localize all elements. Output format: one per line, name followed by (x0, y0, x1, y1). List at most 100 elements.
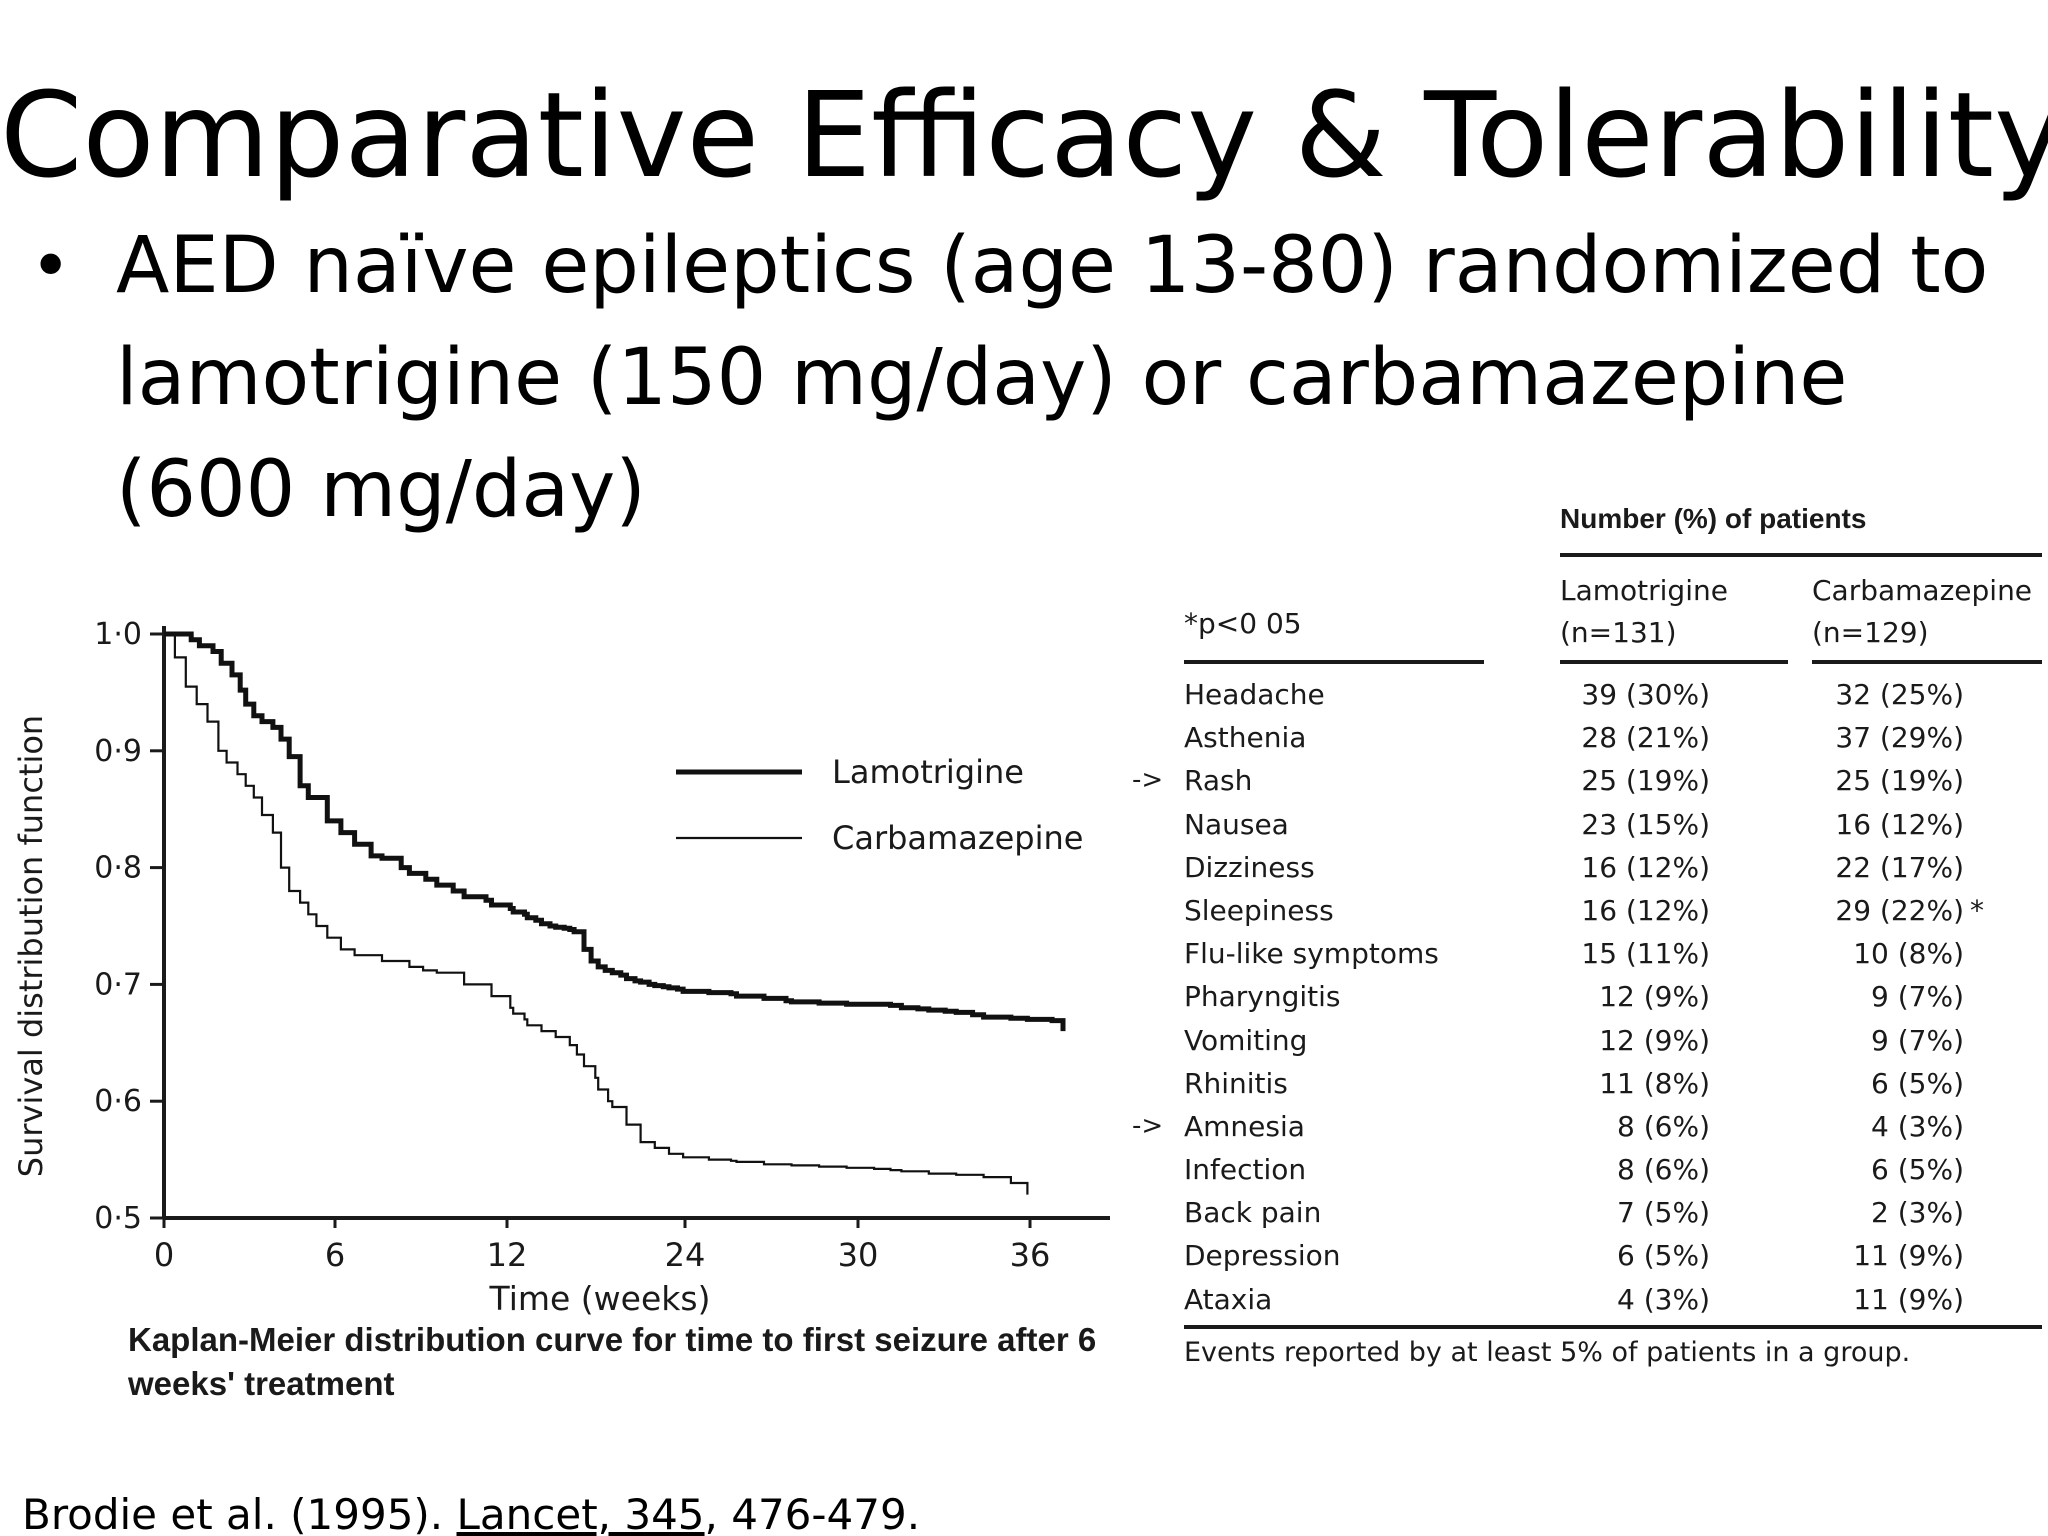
series-line-lamotrigine (164, 631, 1066, 1032)
y-tick-label: 0·6 (94, 1084, 142, 1119)
table-row: Flu-like symptoms 15 (11%) 10 (8%) (1184, 932, 2044, 975)
table-rule (1184, 660, 1484, 664)
table-cell-event: Infection (1184, 1153, 1307, 1187)
table-row: Headache 39 (30%) 32 (25%) (1184, 673, 2044, 716)
y-tick-label: 1·0 (94, 617, 142, 652)
table-cell-event: Pharyngitis (1184, 980, 1341, 1014)
table-cell-carbamazepine: 6 (5%) (1871, 1066, 1964, 1100)
table-cell-lamotrigine: 12 (9%) (1599, 980, 1710, 1014)
x-tick-label: 30 (838, 1236, 879, 1274)
table-row: Asthenia 28 (21%) 37 (29%) (1184, 716, 2044, 759)
legend-label: Carbamazepine (832, 819, 1083, 857)
table-cell-event: Vomiting (1184, 1023, 1308, 1057)
table-cell-carbamazepine: 29 (22%) (1835, 893, 1964, 927)
table-cell-event: Flu-like symptoms (1184, 937, 1439, 971)
y-tick-label: 0·5 (94, 1201, 142, 1236)
table-cell-significance: * (1970, 893, 1984, 927)
table-row: Back pain 7 (5%) 2 (3%) (1184, 1191, 2044, 1234)
table-cell-lamotrigine: 16 (12%) (1581, 893, 1710, 927)
arrow-marker: -> (1132, 1110, 1164, 1141)
table-row: Rash 25 (19%) 25 (19%) -> (1132, 759, 2044, 802)
table-row: Rhinitis 11 (8%) 6 (5%) (1184, 1062, 2044, 1105)
col-carbamazepine-name: Carbamazepine (1812, 574, 2033, 607)
table-cell-event: Rash (1184, 764, 1253, 798)
bullet-dot: • (30, 225, 72, 307)
table-footnote: Events reported by at least 5% of patien… (1184, 1337, 1911, 1368)
table-rule (1560, 553, 2042, 557)
table-cell-event: Rhinitis (1184, 1066, 1288, 1100)
table-cell-carbamazepine: 37 (29%) (1835, 721, 1964, 755)
adverse-events-table: Number (%) of patients *p<0 05 Lamotrigi… (1112, 495, 2042, 1395)
col-lamotrigine-name: Lamotrigine (1560, 574, 1728, 607)
table-cell-lamotrigine: 39 (30%) (1581, 678, 1710, 711)
table-cell-carbamazepine: 6 (5%) (1871, 1153, 1964, 1187)
table-cell-lamotrigine: 23 (15%) (1581, 807, 1710, 841)
chart-svg: 1·0 0·9 0·8 0·7 0·6 0·5 0 6 12 24 30 36 Time (weeks)… (12, 617, 1110, 1318)
table-cell-carbamazepine: 11 (9%) (1853, 1282, 1964, 1316)
x-tick-label: 36 (1010, 1236, 1051, 1274)
y-tick-label: 0·8 (94, 851, 142, 886)
table-cell-carbamazepine: 9 (7%) (1871, 1023, 1964, 1057)
table-cell-event: Headache (1184, 678, 1325, 711)
y-axis-title: Survival distribution function (12, 715, 50, 1177)
table-cell-event: Ataxia (1184, 1282, 1273, 1316)
citation-journal: Lancet, 345 (456, 1490, 705, 1536)
table-cell-carbamazepine: 32 (25%) (1835, 678, 1964, 711)
table-cell-event: Nausea (1184, 807, 1289, 841)
table-row: Ataxia 4 (3%) 11 (9%) (1184, 1278, 2044, 1321)
table-cell-lamotrigine: 6 (5%) (1617, 1239, 1710, 1273)
table-cell-lamotrigine: 25 (19%) (1581, 764, 1710, 798)
table-col-carbamazepine: Carbamazepine (n=129) (1812, 570, 2032, 654)
table-rule (1184, 1325, 2042, 1329)
slide-title: Comparative Efficacy & Tolerability (0, 66, 2048, 204)
table-cell-carbamazepine: 22 (17%) (1835, 850, 1964, 884)
table-row: Vomiting 12 (9%) 9 (7%) (1184, 1019, 2044, 1062)
table-row: Infection 8 (6%) 6 (5%) (1184, 1148, 2044, 1191)
x-tick-label: 6 (325, 1236, 345, 1274)
table-cell-lamotrigine: 4 (3%) (1617, 1282, 1710, 1316)
table-cell-carbamazepine: 10 (8%) (1853, 937, 1964, 971)
citation-authors: Brodie et al. (1995). (22, 1490, 457, 1536)
table-cell-carbamazepine: 9 (7%) (1871, 980, 1964, 1014)
table-cell-event: Sleepiness (1184, 893, 1334, 927)
chart-legend: Lamotrigine Carbamazepine (676, 753, 1083, 857)
table-row: Nausea 23 (15%) 16 (12%) (1184, 803, 2044, 846)
table-cell-lamotrigine: 16 (12%) (1581, 850, 1710, 884)
table-cell-lamotrigine: 8 (6%) (1617, 1109, 1710, 1143)
table-row: Dizziness 16 (12%) 22 (17%) (1184, 846, 2044, 889)
table-row: Depression 6 (5%) 11 (9%) (1184, 1234, 2044, 1277)
bullet-text: AED naïve epileptics (age 13-80) randomi… (116, 221, 1989, 535)
table-cell-carbamazepine: 25 (19%) (1835, 764, 1964, 798)
citation: Brodie et al. (1995). Lancet, 345, 476-4… (22, 1490, 920, 1536)
table-row: Amnesia 8 (6%) 4 (3%) -> (1132, 1105, 2044, 1148)
x-tick-label: 0 (154, 1236, 174, 1274)
table-cell-lamotrigine: 28 (21%) (1581, 721, 1710, 755)
table-cell-carbamazepine: 4 (3%) (1871, 1109, 1964, 1143)
arrow-marker: -> (1132, 765, 1164, 796)
x-axis-title: Time (weeks) (489, 1279, 711, 1318)
col-lamotrigine-n: (n=131) (1560, 616, 1677, 649)
x-tick-label: 12 (487, 1236, 528, 1274)
y-tick-label: 0·9 (94, 734, 142, 769)
table-body: Headache 39 (30%) 32 (25%) Asthenia 28 (21%)… (1132, 673, 2044, 1321)
kaplan-meier-chart: 1·0 0·9 0·8 0·7 0·6 0·5 0 6 12 24 30 36 Time (weeks)… (0, 600, 1130, 1420)
table-significance-note: *p<0 05 (1184, 607, 1302, 640)
table-cell-carbamazepine: 11 (9%) (1853, 1239, 1964, 1273)
table-cell-lamotrigine: 11 (8%) (1599, 1066, 1710, 1100)
table-row: Sleepiness 16 (12%) 29 (22%) * (1184, 889, 2044, 932)
table-cell-event: Back pain (1184, 1196, 1322, 1230)
legend-label: Lamotrigine (832, 753, 1024, 791)
chart-caption: Kaplan-Meier distribution curve for time… (128, 1321, 1097, 1402)
col-carbamazepine-n: (n=129) (1812, 616, 1929, 649)
citation-pages: , 476-479. (704, 1490, 921, 1536)
table-row: Pharyngitis 12 (9%) 9 (7%) (1184, 975, 2044, 1018)
table-cell-lamotrigine: 8 (6%) (1617, 1153, 1710, 1187)
table-rule (1560, 660, 1788, 664)
table-cell-carbamazepine: 2 (3%) (1871, 1196, 1964, 1230)
series-line-carbamazepine (164, 632, 1029, 1195)
table-rule (1812, 660, 2042, 664)
chart-series (164, 631, 1066, 1195)
table-cell-event: Dizziness (1184, 850, 1315, 884)
table-col-lamotrigine: Lamotrigine (n=131) (1560, 570, 1728, 654)
table-cell-lamotrigine: 15 (11%) (1581, 937, 1710, 971)
